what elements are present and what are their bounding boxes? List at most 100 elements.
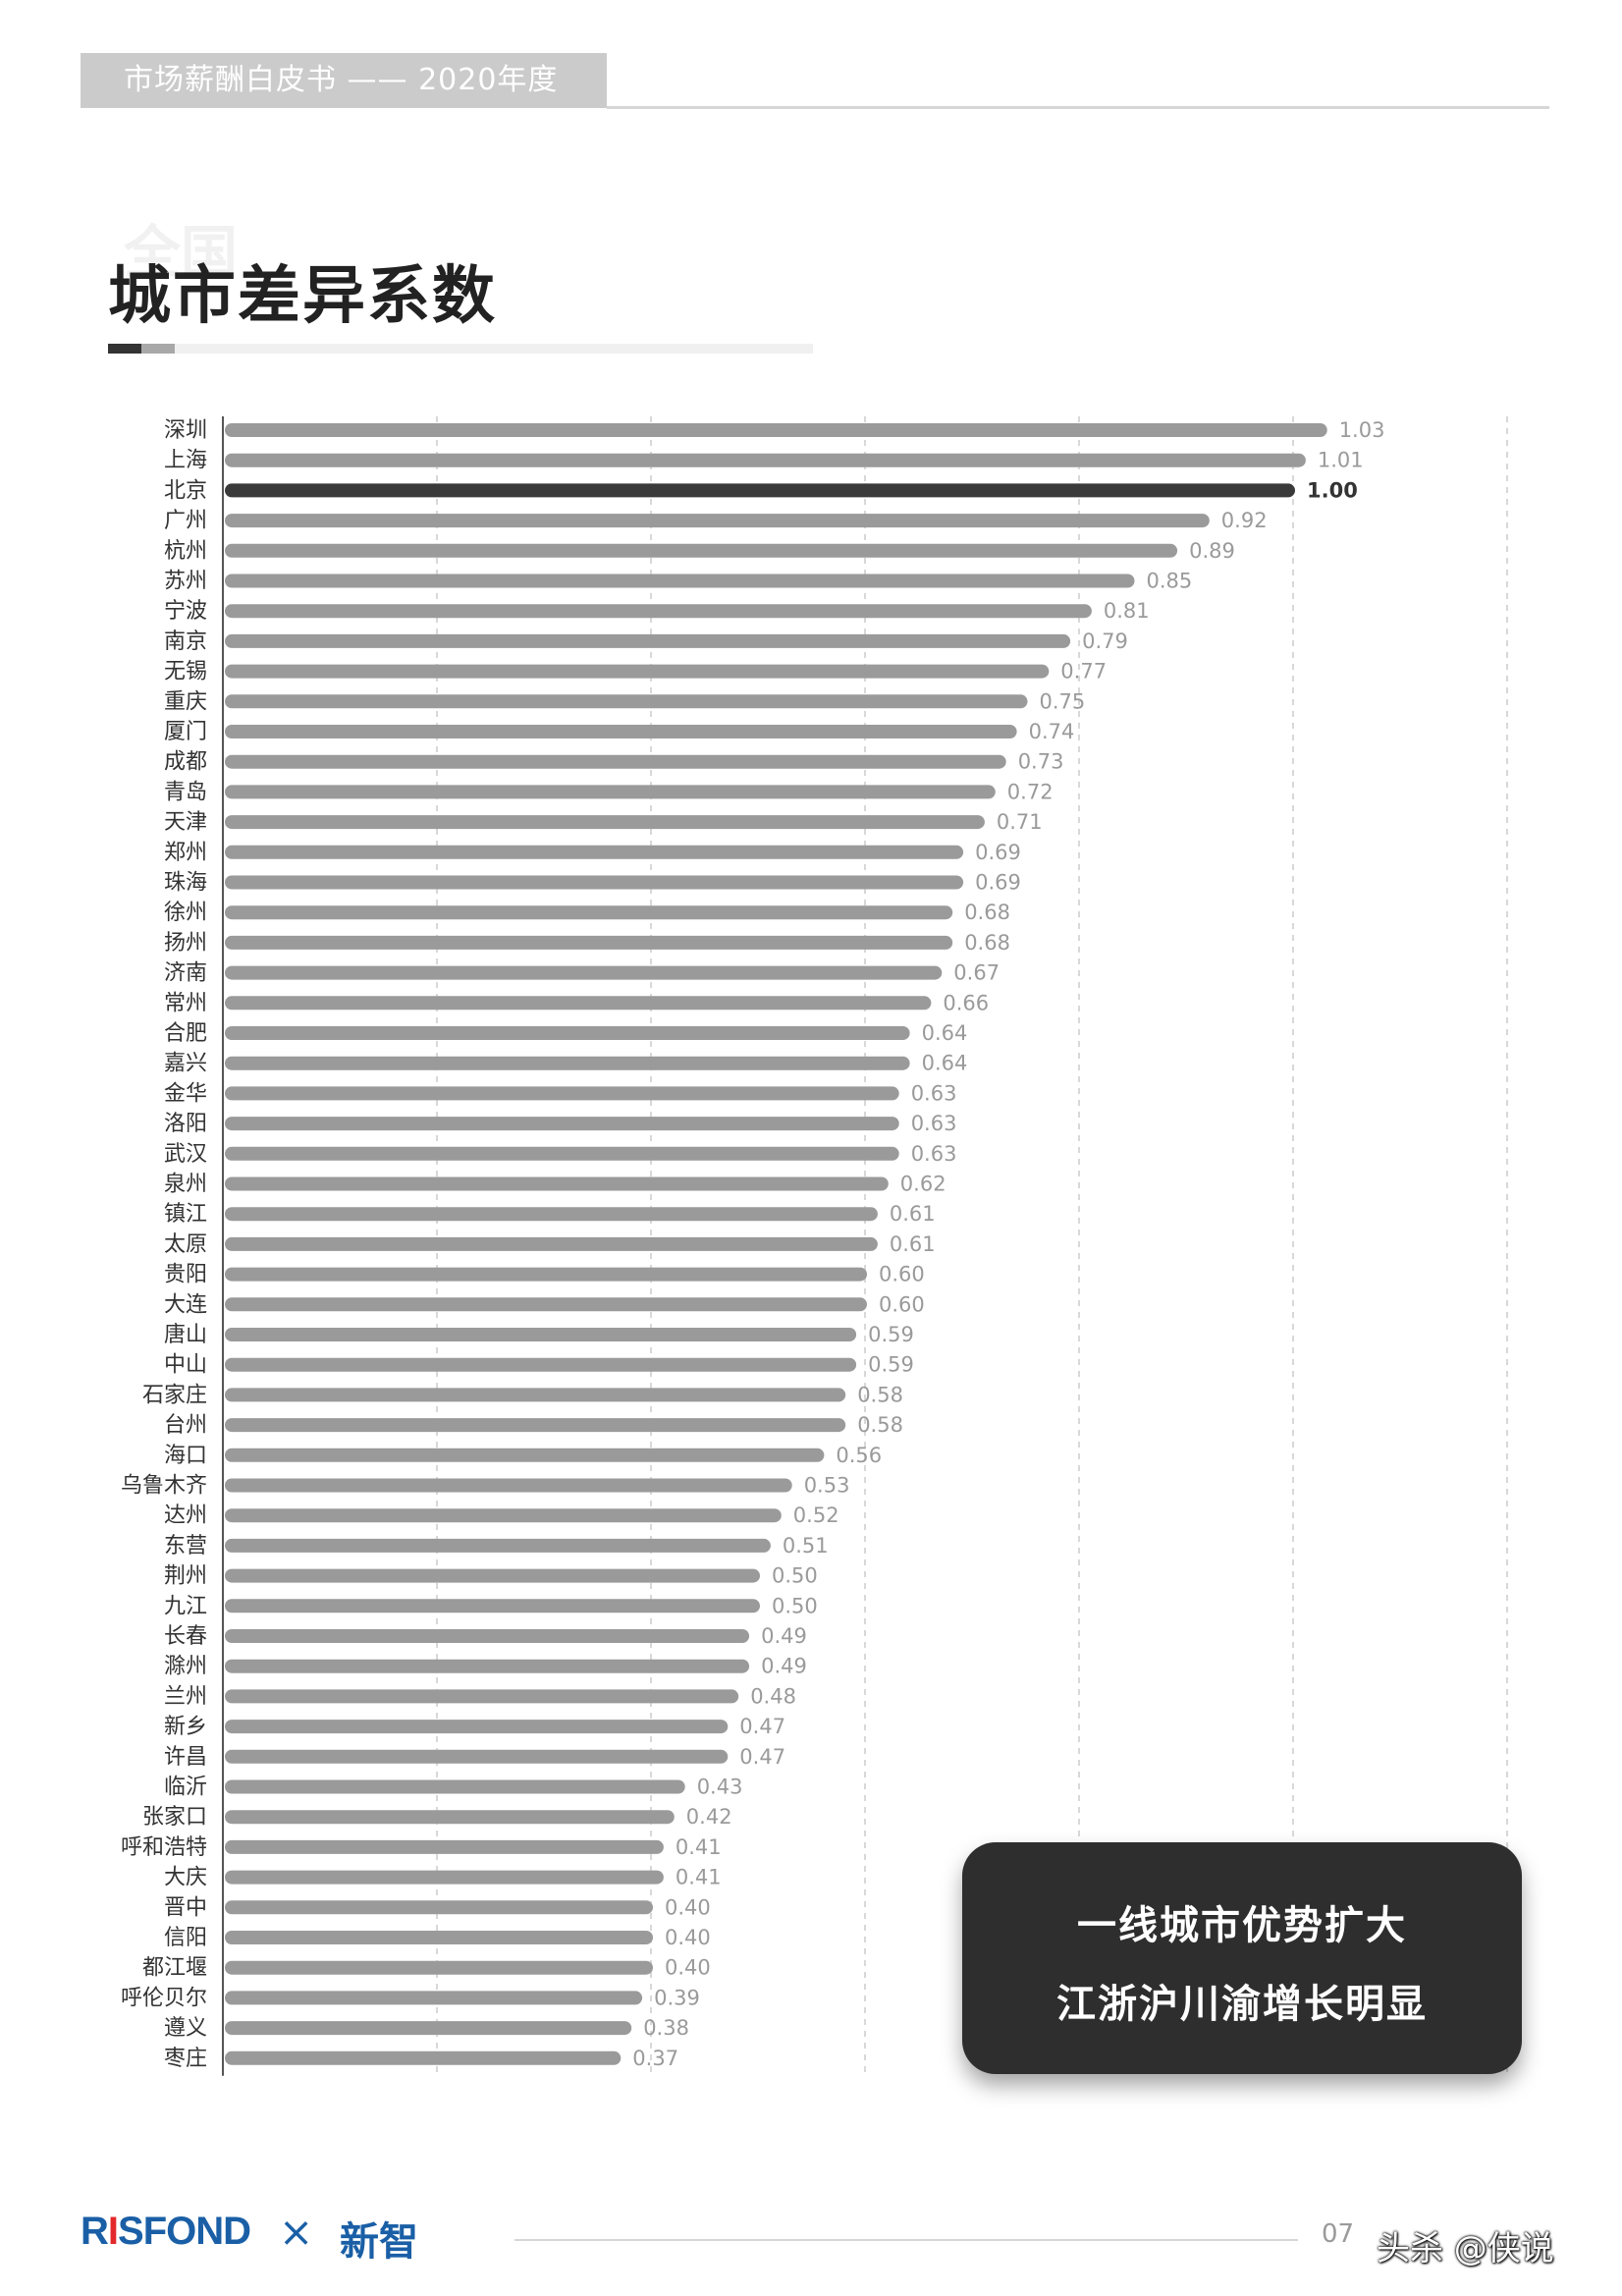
category-label: 珠海 xyxy=(164,871,207,896)
value-label: 0.43 xyxy=(697,1776,743,1799)
bar xyxy=(225,423,1327,437)
value-label: 0.69 xyxy=(975,841,1021,864)
bar xyxy=(225,1418,846,1433)
bar xyxy=(225,1267,867,1282)
bar xyxy=(225,633,1071,648)
bar xyxy=(225,483,1295,498)
value-label: 1.01 xyxy=(1318,449,1364,472)
bar xyxy=(225,1749,729,1764)
collaboration-times-icon: × xyxy=(279,2208,314,2256)
bar xyxy=(225,543,1178,558)
value-label: 0.47 xyxy=(739,1715,785,1738)
bar xyxy=(225,785,996,799)
value-label: 0.61 xyxy=(890,1232,936,1256)
category-label: 遵义 xyxy=(164,2016,207,2041)
page-number: 07 xyxy=(1322,2219,1355,2249)
value-label: 0.75 xyxy=(1040,689,1086,713)
bar xyxy=(225,1689,739,1704)
category-label: 枣庄 xyxy=(164,2047,207,2071)
callout-line-2: 江浙沪川渝增长明显 xyxy=(1056,1982,1428,2027)
bar xyxy=(225,1328,857,1341)
category-label: 大连 xyxy=(164,1292,207,1317)
value-label: 0.53 xyxy=(804,1474,850,1498)
category-label: 无锡 xyxy=(164,660,207,684)
category-label: 石家庄 xyxy=(142,1383,207,1407)
category-label: 重庆 xyxy=(164,689,207,714)
bar xyxy=(225,1870,664,1885)
category-label: 都江堰 xyxy=(142,1956,207,1981)
bar xyxy=(225,1720,729,1734)
risfond-logo-rest: SFOND xyxy=(118,2210,251,2253)
category-label: 海口 xyxy=(164,1444,207,1468)
page-title: 城市差异系数 xyxy=(108,260,497,333)
watermark: 头杀 @侠说 xyxy=(1377,2229,1554,2269)
category-label: 嘉兴 xyxy=(164,1052,207,1076)
bar xyxy=(225,935,953,950)
title-underline xyxy=(108,344,813,354)
bar xyxy=(225,1026,910,1040)
bar xyxy=(225,1779,685,1794)
value-label: 0.92 xyxy=(1221,509,1268,532)
header-rule xyxy=(607,106,1549,109)
category-label: 泉州 xyxy=(164,1173,207,1197)
bar xyxy=(225,453,1306,467)
bar xyxy=(225,725,1017,738)
bar xyxy=(225,1388,846,1402)
category-label: 南京 xyxy=(164,629,207,654)
bar xyxy=(225,1207,878,1222)
value-label: 0.49 xyxy=(761,1655,807,1678)
bar xyxy=(225,1839,664,1854)
category-label: 贵阳 xyxy=(164,1263,207,1287)
bar xyxy=(225,574,1135,588)
bar xyxy=(225,996,932,1011)
category-label: 上海 xyxy=(164,449,207,473)
value-label: 0.89 xyxy=(1189,539,1235,563)
category-label: 张家口 xyxy=(142,1805,207,1830)
value-label: 0.64 xyxy=(922,1052,968,1075)
bar xyxy=(225,604,1092,619)
category-label: 荆州 xyxy=(164,1564,207,1589)
bar xyxy=(225,694,1028,709)
risfond-logo: RISFOND xyxy=(81,2210,251,2254)
bar xyxy=(225,754,1006,769)
bar xyxy=(225,1056,910,1070)
value-label: 0.79 xyxy=(1082,629,1128,653)
category-label: 厦门 xyxy=(164,720,207,744)
bar xyxy=(225,1146,899,1161)
value-label: 0.47 xyxy=(739,1745,785,1769)
category-label: 天津 xyxy=(164,810,207,835)
category-label: 长春 xyxy=(164,1624,207,1649)
value-label: 0.38 xyxy=(643,2016,689,2040)
category-label: 常州 xyxy=(164,991,207,1015)
bar xyxy=(225,1448,825,1462)
bar xyxy=(225,1629,750,1643)
bar xyxy=(225,1478,792,1493)
category-label: 晋中 xyxy=(164,1895,207,1920)
value-label: 0.40 xyxy=(665,1926,711,1949)
title-underline-accent-dark xyxy=(108,344,141,354)
bar xyxy=(225,1297,867,1312)
value-label: 0.63 xyxy=(911,1142,957,1166)
value-label: 0.62 xyxy=(900,1173,946,1196)
value-label: 0.64 xyxy=(922,1021,968,1045)
bar xyxy=(225,1991,643,2005)
value-label: 0.52 xyxy=(793,1503,839,1527)
value-label: 0.71 xyxy=(997,810,1043,834)
value-label: 0.51 xyxy=(783,1534,829,1558)
value-label: 0.67 xyxy=(953,961,1000,985)
category-label: 乌鲁木齐 xyxy=(121,1474,207,1499)
value-label: 0.69 xyxy=(975,871,1021,895)
category-label: 金华 xyxy=(164,1081,207,1106)
value-label: 0.59 xyxy=(868,1323,914,1346)
value-label: 0.41 xyxy=(676,1835,722,1859)
header-title: 市场薪酬白皮书 —— 2020年度 xyxy=(124,63,559,97)
category-label: 唐山 xyxy=(164,1323,207,1347)
risfond-logo-r: R xyxy=(81,2210,109,2253)
value-label: 0.37 xyxy=(632,2047,678,2070)
category-label: 宁波 xyxy=(164,599,207,624)
bar xyxy=(225,905,953,920)
category-label: 济南 xyxy=(164,961,207,986)
bar xyxy=(225,1538,771,1553)
value-label: 0.73 xyxy=(1018,750,1064,774)
bar xyxy=(225,1810,675,1825)
